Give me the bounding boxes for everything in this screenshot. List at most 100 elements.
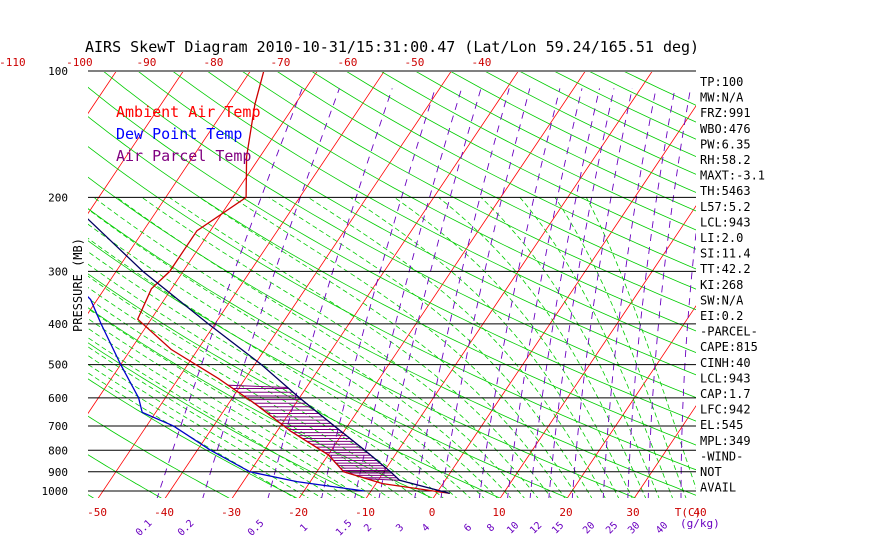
mixing-ratio-label: 2 [362,522,374,534]
mixing-ratio-tick: 20 [581,520,597,536]
dry-adiabat-line [88,307,434,498]
index-entry: MAXT:-3.1 [700,169,765,183]
dry-adiabat-line [242,72,696,311]
legend-entry: Air Parcel Temp [116,147,251,165]
temp-tick-label: 20 [559,506,572,519]
dry-adiabat-line [312,72,696,270]
isotherm-line [97,72,385,498]
mixing-ratio-tick: 3 [394,522,406,534]
mixing-ratio-label: 30 [626,520,642,536]
chart-title: AIRS SkewT Diagram 2010-10-31/15:31:00.4… [85,38,699,56]
isotherm-line [231,72,519,498]
mixing-ratio-tick: 12 [528,520,544,536]
mixing-ratio-tick: 4 [420,522,432,534]
index-entry: TH:5463 [700,184,751,198]
temp-tick-label: 40 [693,506,706,519]
dry-adiabat-line [88,208,637,498]
mixing-ratio-line [156,88,303,498]
dry-adiabat-line [554,72,696,140]
isotherm-line [566,305,696,498]
mixing-ratio-tick: 10 [505,520,521,536]
moist-adiabat-line [554,197,687,498]
mixing-ratio-line [627,88,676,498]
mixing-ratio-label: 6 [462,522,474,534]
temp-tick-label: -30 [221,506,241,519]
mixing-ratio-tick: 0.2 [176,518,197,539]
mixing-ratio-label: 1 [298,522,310,534]
mixing-ratio-line [478,88,561,498]
index-entry: PW:6.35 [700,137,751,151]
index-entry: LFC:942 [700,403,751,417]
index-entry: L57:5.2 [700,200,751,214]
mixing-ratio-line [414,88,510,498]
moist-adiabat-line [88,355,323,498]
pressure-tick-label: 500 [48,359,68,372]
top-temp-tick-label: -40 [471,56,491,69]
index-entry: NOT [700,465,722,479]
index-entry: EI:0.2 [700,309,743,323]
pressure-tick-label: 400 [48,318,68,331]
moist-adiabat-line [88,286,417,498]
temp-tick-label: -50 [87,506,107,519]
moist-adiabat-line [268,197,593,498]
series-lines [88,72,450,495]
mixing-ratio-unit: (g/kg) [680,517,720,530]
mixing-ratio-label: 25 [604,520,620,536]
pressure-tick-label: 700 [48,420,68,433]
legend: Ambient Air Temp Dew Point Temp Air Parcel… [116,103,261,165]
mixing-ratio-label: 0.5 [246,518,267,539]
moist-adiabat-line [394,197,633,498]
dry-adiabat-line [103,72,696,398]
isotherm-line [88,72,251,315]
index-entry: -WIND- [700,449,743,463]
index-entry: WBO:476 [700,122,751,136]
index-entry: EL:545 [700,418,743,432]
mixing-ratio-tick: 8 [485,522,497,534]
legend-entry: Ambient Air Temp [116,103,261,121]
moist-adiabat-line [88,237,471,498]
index-entry: KI:268 [700,278,743,292]
mixing-ratio-tick: 40 [654,520,670,536]
isotherm-line [88,72,184,215]
dry-adiabat-line [485,72,696,175]
moist-adiabat-line [141,197,539,498]
series-line [88,218,450,495]
top-temp-tick-label: -100 [66,56,93,69]
legend-entry: Dew Point Temp [116,125,242,143]
mixing-ratio-line [571,88,633,498]
mixing-ratio-label: 10 [505,520,521,536]
dry-adiabat-line [0,52,29,500]
index-entry: FRZ:991 [700,106,751,120]
dry-adiabat-line [88,454,162,498]
moist-adiabat-line [88,372,296,498]
dry-adiabat-line [277,72,696,290]
mixing-ratio-line [321,88,436,498]
dry-adiabat-line [346,72,696,250]
mixing-ratio-line [548,88,615,498]
moist-adiabat-line [88,327,363,498]
mixing-ratio-tick: 1.5 [334,518,355,539]
isotherm-line [88,72,117,115]
dry-adiabat-line [88,86,696,422]
index-entry: TP:100 [700,75,743,89]
top-temp-tick-label: -70 [270,56,290,69]
mixing-ratio-line [647,88,691,498]
dry-adiabat-line [416,72,696,212]
dry-adiabat-line [88,342,366,498]
pressure-tick-label: 200 [48,191,68,204]
moist-adiabat-line [88,363,309,498]
pressure-tick-label: 900 [48,466,68,479]
index-entry: MPL:349 [700,434,751,448]
isotherm-line [761,30,870,508]
mixing-ratio-tick: 0.1 [134,518,155,539]
moist-adiabat-line [88,318,377,498]
pressure-tick-label: 1000 [42,485,69,498]
mixing-ratio-label: 40 [654,520,670,536]
mixing-ratio-tick: 0.5 [246,518,267,539]
isotherm-line [432,105,696,498]
mixing-ratio-tick: 25 [604,520,620,536]
temp-tick-label: -20 [288,506,308,519]
index-entry: SI:11.4 [700,247,751,261]
top-temp-tick-label: -60 [337,56,357,69]
